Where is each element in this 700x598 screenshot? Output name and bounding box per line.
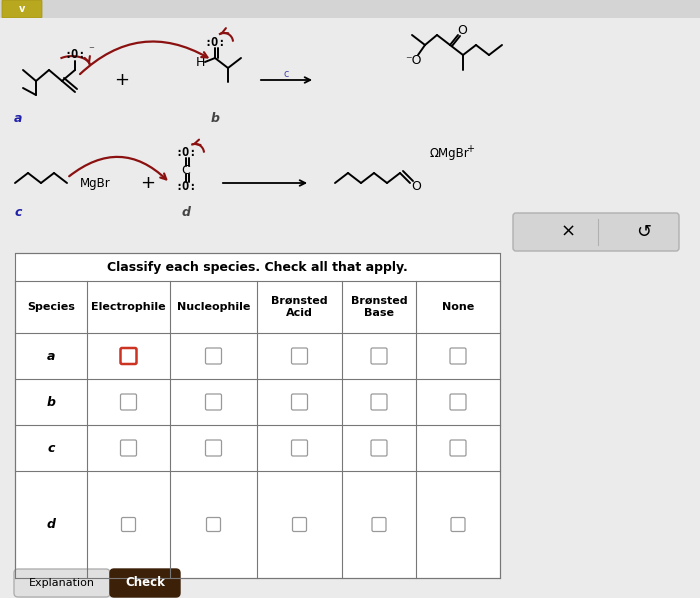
Text: Classify each species. Check all that apply.: Classify each species. Check all that ap… xyxy=(107,261,408,273)
Text: C: C xyxy=(181,163,190,176)
FancyBboxPatch shape xyxy=(371,394,387,410)
Text: +: + xyxy=(466,144,474,154)
Text: Nucleophile: Nucleophile xyxy=(177,302,250,312)
FancyBboxPatch shape xyxy=(206,517,220,532)
Text: :O:: :O: xyxy=(175,147,197,160)
Text: a: a xyxy=(47,349,55,362)
Text: d: d xyxy=(46,518,55,531)
Text: b: b xyxy=(46,395,55,408)
Text: None: None xyxy=(442,302,474,312)
FancyBboxPatch shape xyxy=(293,517,307,532)
Text: :O:: :O: xyxy=(175,179,197,193)
FancyBboxPatch shape xyxy=(120,394,136,410)
Text: Explanation: Explanation xyxy=(29,578,95,588)
Text: c: c xyxy=(14,206,22,219)
FancyBboxPatch shape xyxy=(14,569,110,597)
FancyBboxPatch shape xyxy=(2,0,42,18)
Text: a: a xyxy=(14,111,22,124)
Text: +: + xyxy=(141,174,155,192)
FancyBboxPatch shape xyxy=(450,348,466,364)
FancyBboxPatch shape xyxy=(513,213,679,251)
FancyBboxPatch shape xyxy=(120,440,136,456)
FancyBboxPatch shape xyxy=(450,394,466,410)
Text: ⁻O: ⁻O xyxy=(405,54,421,68)
Text: Brønsted
Base: Brønsted Base xyxy=(351,296,407,318)
FancyBboxPatch shape xyxy=(120,348,136,364)
Text: Brønsted
Acid: Brønsted Acid xyxy=(271,296,328,318)
Text: O: O xyxy=(411,181,421,194)
Text: v: v xyxy=(19,4,25,14)
FancyBboxPatch shape xyxy=(372,517,386,532)
FancyBboxPatch shape xyxy=(291,394,307,410)
FancyBboxPatch shape xyxy=(291,440,307,456)
FancyBboxPatch shape xyxy=(291,348,307,364)
FancyBboxPatch shape xyxy=(122,517,136,532)
Text: d: d xyxy=(181,206,190,219)
Text: ⁻: ⁻ xyxy=(88,45,94,55)
Text: ×: × xyxy=(561,223,575,241)
FancyBboxPatch shape xyxy=(206,394,221,410)
FancyBboxPatch shape xyxy=(206,440,221,456)
FancyBboxPatch shape xyxy=(206,348,221,364)
Text: MgBr: MgBr xyxy=(80,176,111,190)
FancyBboxPatch shape xyxy=(15,253,500,578)
Text: ↺: ↺ xyxy=(636,223,652,241)
FancyBboxPatch shape xyxy=(0,0,700,18)
FancyBboxPatch shape xyxy=(0,18,700,598)
Text: ΩMgBr: ΩMgBr xyxy=(430,147,470,160)
Text: :O:: :O: xyxy=(204,35,225,48)
Text: c: c xyxy=(284,69,288,79)
Text: O: O xyxy=(457,23,467,36)
FancyBboxPatch shape xyxy=(451,517,465,532)
FancyBboxPatch shape xyxy=(450,440,466,456)
Text: +: + xyxy=(115,71,130,89)
Text: b: b xyxy=(211,111,220,124)
Text: H: H xyxy=(195,56,204,69)
Text: Electrophile: Electrophile xyxy=(91,302,166,312)
Text: :O:: :O: xyxy=(64,48,85,62)
Text: c: c xyxy=(48,441,55,454)
FancyBboxPatch shape xyxy=(371,348,387,364)
Text: Check: Check xyxy=(125,576,165,590)
FancyBboxPatch shape xyxy=(110,569,180,597)
Text: Species: Species xyxy=(27,302,75,312)
FancyBboxPatch shape xyxy=(371,440,387,456)
